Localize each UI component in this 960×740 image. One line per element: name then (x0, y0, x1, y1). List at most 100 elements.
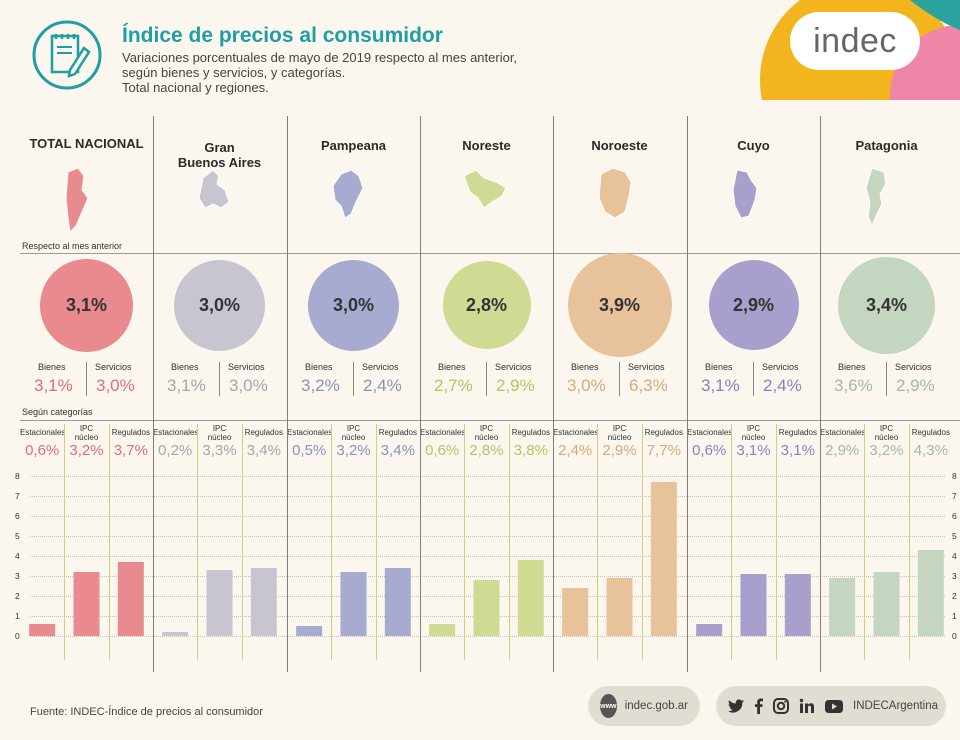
category-label: IPC núcleo (341, 424, 366, 442)
source-note: Fuente: INDEC-Índice de precios al consu… (30, 706, 263, 718)
y-tick-label: 0 (952, 631, 957, 641)
youtube-icon[interactable] (825, 699, 843, 713)
region-map-icon (287, 168, 420, 238)
servicios-label: Servicios (628, 362, 665, 372)
category-divider (731, 424, 732, 660)
region-name: Noroeste (591, 138, 648, 153)
y-tick-label: 4 (952, 551, 957, 561)
y-tick-label: 2 (15, 591, 20, 601)
category-label: Estacionales (820, 428, 866, 437)
social-handle: INDECArgentina (853, 700, 939, 712)
category-value: 3,7% (113, 442, 148, 459)
bienes-servicios-divider (219, 362, 220, 396)
category-label: IPC núcleo (474, 424, 499, 442)
total-circle: 3,9% (567, 253, 672, 357)
category-value: 3,1% (736, 442, 771, 459)
twitter-icon[interactable] (728, 699, 744, 713)
y-tick-label: 7 (952, 491, 957, 501)
region-name: Cuyo (737, 138, 770, 153)
y-tick-label: 1 (952, 611, 957, 621)
category-value: 0,6% (692, 442, 727, 459)
category-divider (909, 424, 910, 660)
servicios-label: Servicios (762, 362, 799, 372)
category-divider (864, 424, 865, 660)
gridline (30, 536, 945, 538)
category-divider (242, 424, 243, 660)
facebook-icon[interactable] (754, 698, 763, 714)
gridline (30, 496, 945, 498)
servicios-value: 2,9% (896, 376, 935, 395)
category-label: Estacionales (420, 428, 466, 437)
total-circle: 2,8% (442, 261, 531, 349)
category-value: 2,4% (558, 442, 593, 459)
category-value: 2,9% (602, 442, 637, 459)
category-label: IPC núcleo (607, 424, 632, 442)
region-column: TOTAL NACIONAL 3,1% Bienes Servicios 3,1% 3,0… (20, 116, 153, 672)
gridline (30, 516, 945, 518)
category-value: 0,6% (25, 442, 60, 459)
bienes-servicios-divider (86, 362, 87, 396)
page-title: Índice de precios al consumidor (122, 24, 443, 47)
category-value: 3,1% (780, 442, 815, 459)
website-link[interactable]: www indec.gob.ar (588, 686, 700, 726)
region-column: Patagonia 3,4% Bienes Servicios 3,6% 2,9% Esta… (820, 116, 953, 672)
region-column: Noroeste 3,9% Bienes Servicios 3,0% 6,3% Estac… (553, 116, 686, 672)
y-tick-label: 8 (952, 471, 957, 481)
y-tick-label: 4 (15, 551, 20, 561)
gridline (30, 636, 945, 638)
category-value: 3,2% (336, 442, 371, 459)
bienes-value: 3,6% (834, 376, 873, 395)
bienes-label: Bienes (571, 362, 599, 372)
total-circle: 3,0% (308, 259, 399, 351)
servicios-value: 3,0% (229, 376, 268, 395)
gridline (30, 556, 945, 558)
category-value: 3,4% (246, 442, 281, 459)
region-map-icon (820, 168, 953, 238)
page-subtitle: Variaciones porcentuales de mayo de 2019… (122, 50, 517, 95)
category-label: Regulados (378, 428, 417, 437)
bienes-value: 2,7% (434, 376, 473, 395)
category-value: 2,9% (825, 442, 860, 459)
website-label: indec.gob.ar (624, 700, 688, 712)
category-label: Regulados (644, 428, 683, 437)
linkedin-icon[interactable] (799, 698, 815, 714)
y-tick-label: 6 (15, 511, 20, 521)
bienes-label: Bienes (705, 362, 733, 372)
column-divider (420, 116, 421, 672)
category-divider (64, 424, 65, 660)
region-name: Pampeana (320, 138, 387, 153)
document-pencil-icon (32, 20, 102, 95)
indec-logo: indec (790, 12, 920, 70)
region-name: TOTAL NACIONAL (29, 136, 144, 151)
category-label: Estacionales (20, 428, 66, 437)
column-divider (820, 116, 821, 672)
bienes-value: 3,1% (701, 376, 740, 395)
bienes-label: Bienes (838, 362, 866, 372)
y-tick-label: 1 (15, 611, 20, 621)
subtitle-line: Variaciones porcentuales de mayo de 2019… (122, 50, 518, 65)
region-column: Gran Buenos Aires 3,0% Bienes Servicios 3,1% 3… (153, 116, 286, 672)
section-divider (20, 253, 960, 254)
category-label: Estacionales (687, 428, 733, 437)
category-value: 7,7% (646, 442, 681, 459)
servicios-value: 3,0% (96, 376, 135, 395)
bienes-value: 3,2% (301, 376, 340, 395)
y-tick-label: 6 (952, 511, 957, 521)
servicios-label: Servicios (362, 362, 399, 372)
bienes-value: 3,1% (34, 376, 73, 395)
column-divider (153, 116, 154, 672)
category-label: IPC núcleo (741, 424, 766, 442)
servicios-value: 6,3% (629, 376, 668, 395)
section-divider (20, 420, 960, 421)
bienes-servicios-divider (353, 362, 354, 396)
bienes-value: 3,1% (167, 376, 206, 395)
category-divider (642, 424, 643, 660)
servicios-value: 2,9% (496, 376, 535, 395)
region-map-icon (553, 168, 686, 238)
social-links[interactable]: INDECArgentina (716, 686, 946, 726)
category-value: 3,3% (202, 442, 237, 459)
instagram-icon[interactable] (773, 698, 789, 714)
y-tick-label: 8 (15, 471, 20, 481)
region-column: Noreste 2,8% Bienes Servicios 2,7% 2,9% Estaci… (420, 116, 553, 672)
bienes-servicios-divider (619, 362, 620, 396)
